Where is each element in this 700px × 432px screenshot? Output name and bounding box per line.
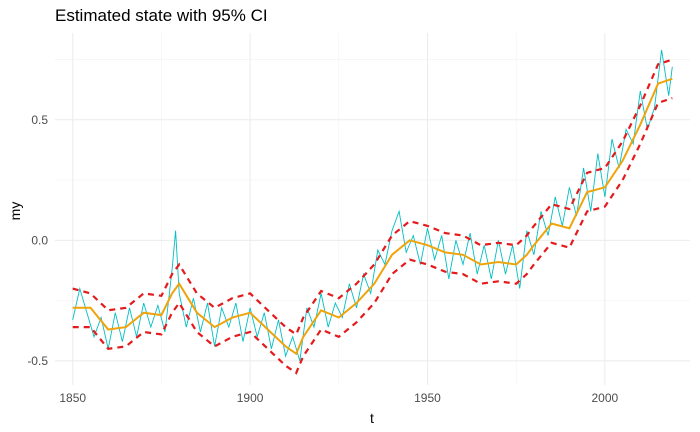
x-tick-label: 2000 bbox=[592, 391, 619, 405]
x-tick-label: 1950 bbox=[414, 391, 441, 405]
y-tick-label: -0.5 bbox=[27, 354, 48, 368]
state-series-line bbox=[72, 77, 673, 356]
grid-layer bbox=[55, 33, 690, 385]
chart-title: Estimated state with 95% CI bbox=[55, 6, 268, 25]
lower_ci-series-line bbox=[72, 97, 673, 375]
y-axis-label: my bbox=[7, 202, 23, 221]
x-tick-label: 1850 bbox=[59, 391, 86, 405]
x-tick-label: 1900 bbox=[237, 391, 264, 405]
axis-layer: 1850 1900 1950 2000 -0.5 0.0 0.5 bbox=[27, 113, 618, 405]
y-tick-label: 0.0 bbox=[31, 233, 48, 247]
y-tick-label: 0.5 bbox=[31, 113, 48, 127]
x-axis-label: t bbox=[370, 410, 374, 426]
observed-series-line bbox=[72, 49, 673, 362]
series-layer bbox=[72, 49, 673, 375]
upper_ci-series-line bbox=[72, 58, 673, 337]
